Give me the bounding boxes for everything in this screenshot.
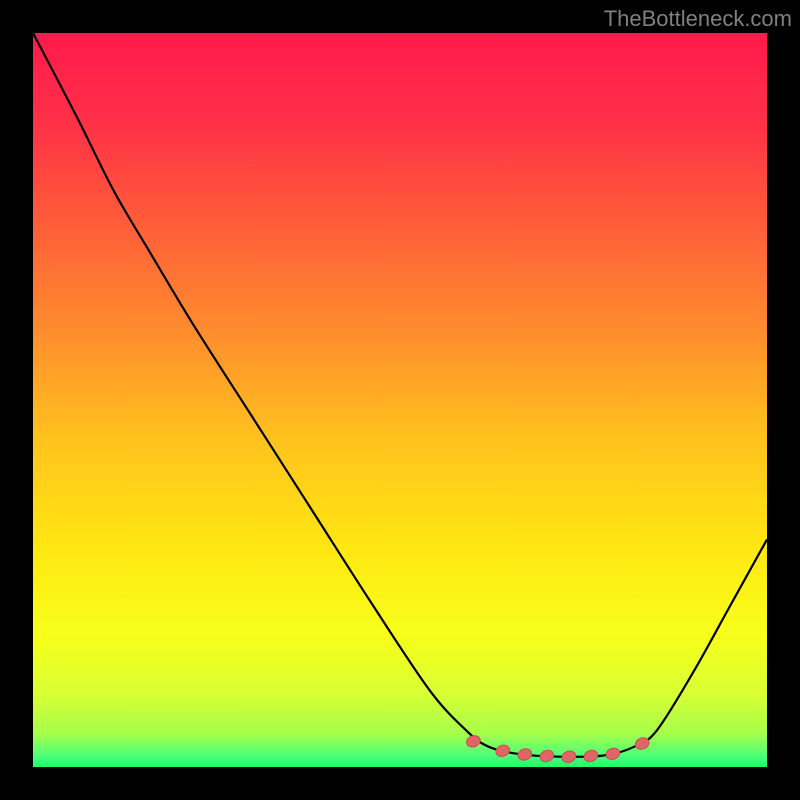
curve-marker — [560, 749, 577, 764]
watermark-text: TheBottleneck.com — [604, 6, 792, 32]
curve-marker — [604, 746, 621, 761]
curve-marker — [516, 747, 533, 762]
bottleneck-curve — [33, 33, 767, 757]
curve-marker — [582, 748, 599, 763]
chart-canvas: TheBottleneck.com — [0, 0, 800, 800]
curve-marker — [465, 734, 482, 749]
curve-marker — [538, 748, 555, 763]
plot-area — [33, 33, 767, 767]
curve-marker — [494, 743, 511, 758]
curve-layer — [33, 33, 767, 767]
